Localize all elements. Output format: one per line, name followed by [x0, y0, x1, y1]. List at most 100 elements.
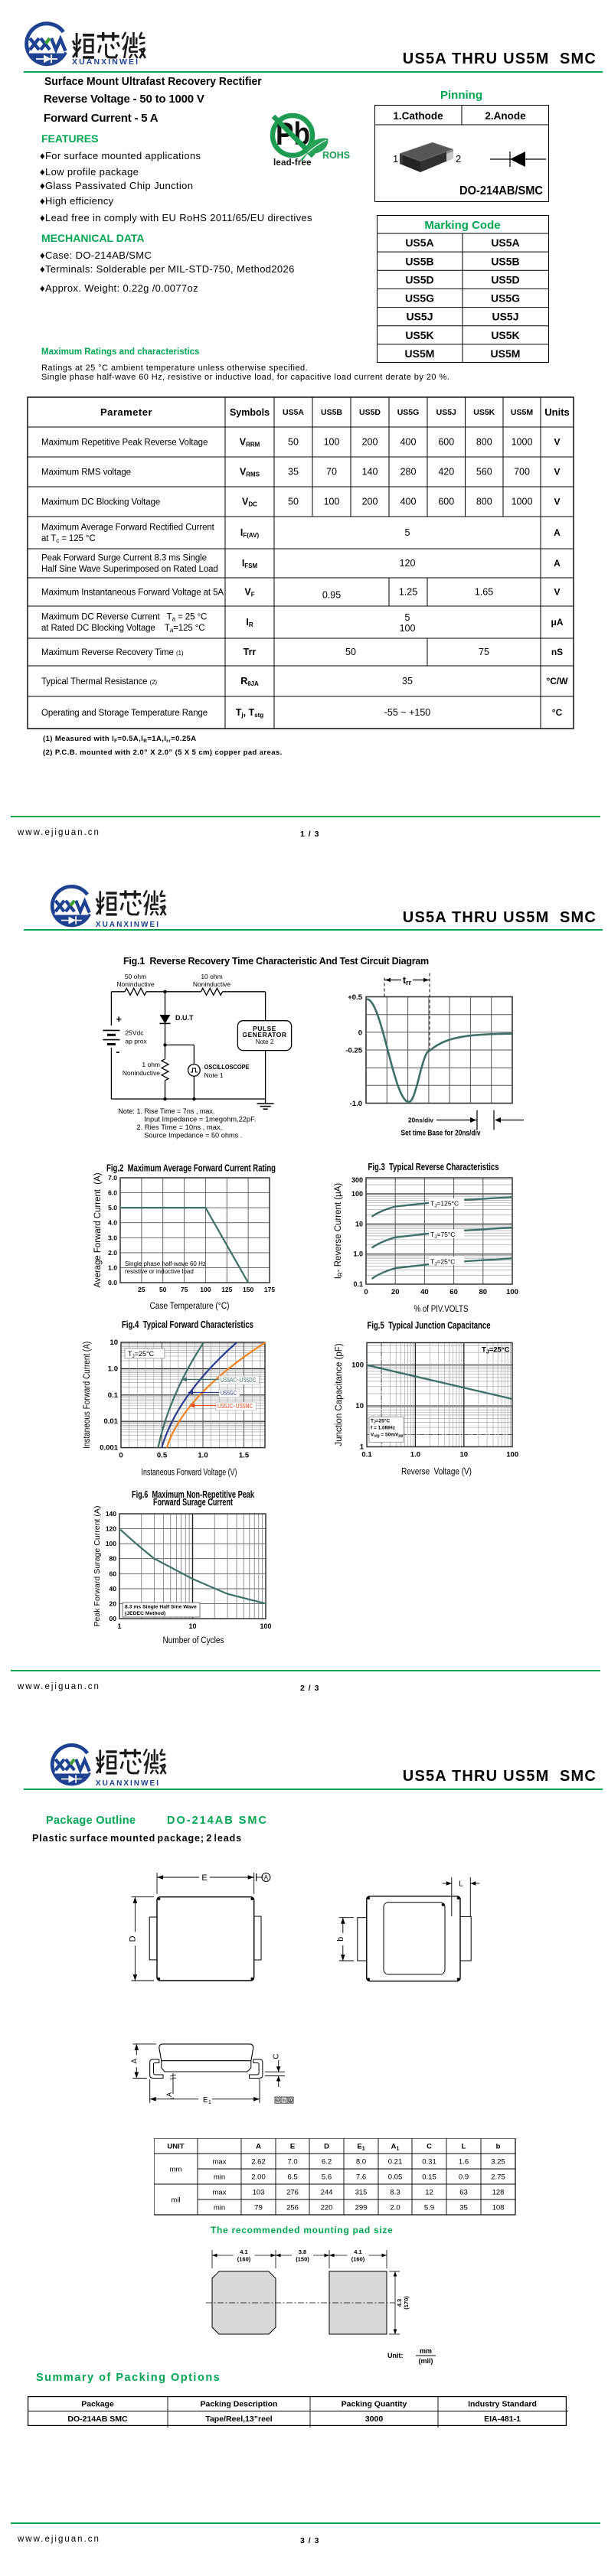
svg-text:600: 600	[438, 497, 454, 507]
svg-text:Junction Capacitance (pF): Junction Capacitance (pF)	[335, 1343, 344, 1446]
svg-text:35: 35	[288, 467, 299, 478]
svg-text:(160): (160)	[351, 2256, 365, 2263]
svg-text:10: 10	[355, 1402, 364, 1410]
svg-text:Note: 1. Rise Time = 7ns , max: Note: 1. Rise Time = 7ns , max.	[118, 1107, 214, 1116]
svg-text:800: 800	[476, 437, 492, 448]
svg-text:Maximum Reverse Recovery Time: Maximum Reverse Recovery Time (1)	[41, 648, 184, 657]
svg-text:E: E	[290, 2143, 295, 2151]
svg-text:2. Ries Time = 10ns , max.: 2. Ries Time = 10ns , max.	[136, 1123, 222, 1132]
svg-text:max: max	[213, 2158, 227, 2167]
svg-text:108: 108	[492, 2204, 505, 2212]
svg-text:150: 150	[243, 1286, 253, 1293]
svg-text:4.1: 4.1	[354, 2248, 361, 2255]
svg-text:US5A: US5A	[283, 408, 304, 417]
svg-text:0.001: 0.001	[100, 1444, 118, 1453]
svg-text:TJ=25°C: TJ=25°C	[371, 1418, 390, 1425]
svg-text:Note 2: Note 2	[256, 1039, 274, 1045]
svg-text:lead-free: lead-free	[273, 158, 312, 168]
svg-text:ROHS: ROHS	[322, 150, 350, 161]
svg-text:XUANXINWEI: XUANXINWEI	[96, 921, 160, 929]
svg-text:US5G: US5G	[397, 408, 420, 417]
svg-text:5.6: 5.6	[322, 2173, 332, 2182]
svg-text:1: 1	[208, 2100, 211, 2105]
svg-text:RθJA: RθJA	[240, 676, 259, 687]
svg-text:420: 420	[438, 467, 454, 478]
svg-text:US5A: US5A	[491, 236, 519, 249]
svg-text:100: 100	[400, 623, 416, 634]
svg-text:Instaneous Forward Voltage (V): Instaneous Forward Voltage (V)	[142, 1469, 237, 1478]
svg-text:Vsig = 50mVpp: Vsig = 50mVpp	[371, 1433, 403, 1439]
svg-text:Fig.6 Maximum Non-Repetitive: Fig.6 Maximum Non-Repetitive Peak	[132, 1489, 254, 1500]
svg-text:VF: VF	[244, 587, 254, 598]
svg-text:W: W	[282, 2099, 286, 2104]
svg-text:1.25: 1.25	[399, 587, 417, 598]
svg-text:10: 10	[188, 1622, 196, 1630]
svg-text:(170): (170)	[403, 2296, 410, 2310]
svg-text:(2) P.C.B. mounted with 2.0” X: (2) P.C.B. mounted with 2.0” X 2.0” (5 X…	[43, 748, 283, 757]
svg-text:0.5: 0.5	[157, 1452, 168, 1460]
svg-text:VRMS: VRMS	[240, 467, 260, 478]
svg-text:20ns/div: 20ns/div	[408, 1117, 433, 1124]
svg-text:60: 60	[449, 1288, 458, 1296]
svg-text:min: min	[214, 2173, 225, 2182]
svg-text:3.0: 3.0	[108, 1234, 117, 1241]
svg-text:40: 40	[420, 1288, 429, 1296]
svg-text:1: 1	[117, 1622, 121, 1630]
svg-text:Input Impedance = 1megohm,22pF: Input Impedance = 1megohm,22pF.	[144, 1116, 256, 1124]
svg-text:800: 800	[476, 497, 492, 507]
svg-text:E: E	[201, 1873, 207, 1883]
svg-text:Forward Surage Current: Forward Surage Current	[153, 1497, 234, 1508]
svg-text:Fig.4 Typical Forward Charact: Fig.4 Typical Forward Characteristics	[122, 1319, 253, 1330]
svg-text:2.75: 2.75	[491, 2173, 505, 2182]
svg-text:TJ=25°C: TJ=25°C	[482, 1346, 510, 1355]
svg-text:A: A	[554, 527, 561, 538]
svg-text:UNIT: UNIT	[167, 2143, 184, 2151]
svg-text:A: A	[130, 2059, 139, 2064]
svg-text:US5J: US5J	[492, 311, 518, 323]
svg-text:4.3: 4.3	[396, 2299, 403, 2307]
svg-text:VDC: VDC	[242, 497, 257, 508]
svg-text:40: 40	[110, 1585, 117, 1593]
svg-text:Peak Forward Surge Current 8.3: Peak Forward Surge Current 8.3 ms Single	[41, 554, 207, 563]
svg-text:(mil): (mil)	[419, 2357, 433, 2365]
svg-text:V: V	[554, 437, 560, 448]
svg-text:US5D: US5D	[491, 273, 519, 285]
svg-text:8.3: 8.3	[390, 2189, 400, 2197]
svg-text:100: 100	[260, 1622, 271, 1630]
svg-text:0.1: 0.1	[108, 1391, 119, 1400]
svg-text:L: L	[459, 1880, 463, 1889]
svg-text:50: 50	[159, 1286, 167, 1293]
svg-text:US5M: US5M	[511, 408, 533, 417]
svg-text:1.6: 1.6	[459, 2158, 469, 2167]
svg-text:1.0: 1.0	[108, 1264, 117, 1271]
svg-text:140: 140	[362, 467, 378, 478]
svg-text:100: 100	[351, 1190, 363, 1198]
svg-text:IR- Reverse Current (μA): IR- Reverse Current (μA)	[334, 1183, 344, 1280]
svg-text:276: 276	[286, 2189, 299, 2197]
svg-text:20: 20	[391, 1288, 400, 1296]
svg-text:A1: A1	[391, 2143, 400, 2152]
svg-text:Package: Package	[81, 2400, 114, 2409]
svg-text:US5D: US5D	[359, 408, 381, 417]
svg-text:200: 200	[362, 497, 378, 507]
svg-text:100: 100	[351, 1361, 364, 1370]
svg-text:5.0: 5.0	[108, 1204, 117, 1211]
svg-text:0.05: 0.05	[388, 2173, 403, 2182]
svg-text:°C/W: °C/W	[546, 676, 568, 686]
svg-text:128: 128	[492, 2189, 505, 2197]
svg-text:50: 50	[288, 497, 299, 507]
svg-text:Source Impedance = 50 ohms .: Source Impedance = 50 ohms .	[144, 1132, 242, 1140]
svg-text:-: -	[116, 1045, 119, 1058]
svg-text:C: C	[273, 2053, 281, 2059]
svg-text:2.Anode: 2.Anode	[485, 110, 526, 122]
svg-text:80: 80	[479, 1288, 488, 1296]
svg-text:1.65: 1.65	[475, 587, 493, 598]
svg-text:35: 35	[459, 2204, 468, 2212]
svg-text:2.62: 2.62	[251, 2158, 266, 2167]
svg-text:50: 50	[345, 647, 356, 657]
svg-text:35: 35	[402, 676, 413, 686]
svg-text:Set time Base for 20ns/div: Set time Base for 20ns/div	[401, 1130, 481, 1138]
svg-text:Noninductive: Noninductive	[116, 980, 154, 988]
svg-text:Half Sine Wave Superimposed on: Half Sine Wave Superimposed on Rated Loa…	[41, 565, 218, 574]
svg-text:US5A: US5A	[405, 236, 433, 249]
